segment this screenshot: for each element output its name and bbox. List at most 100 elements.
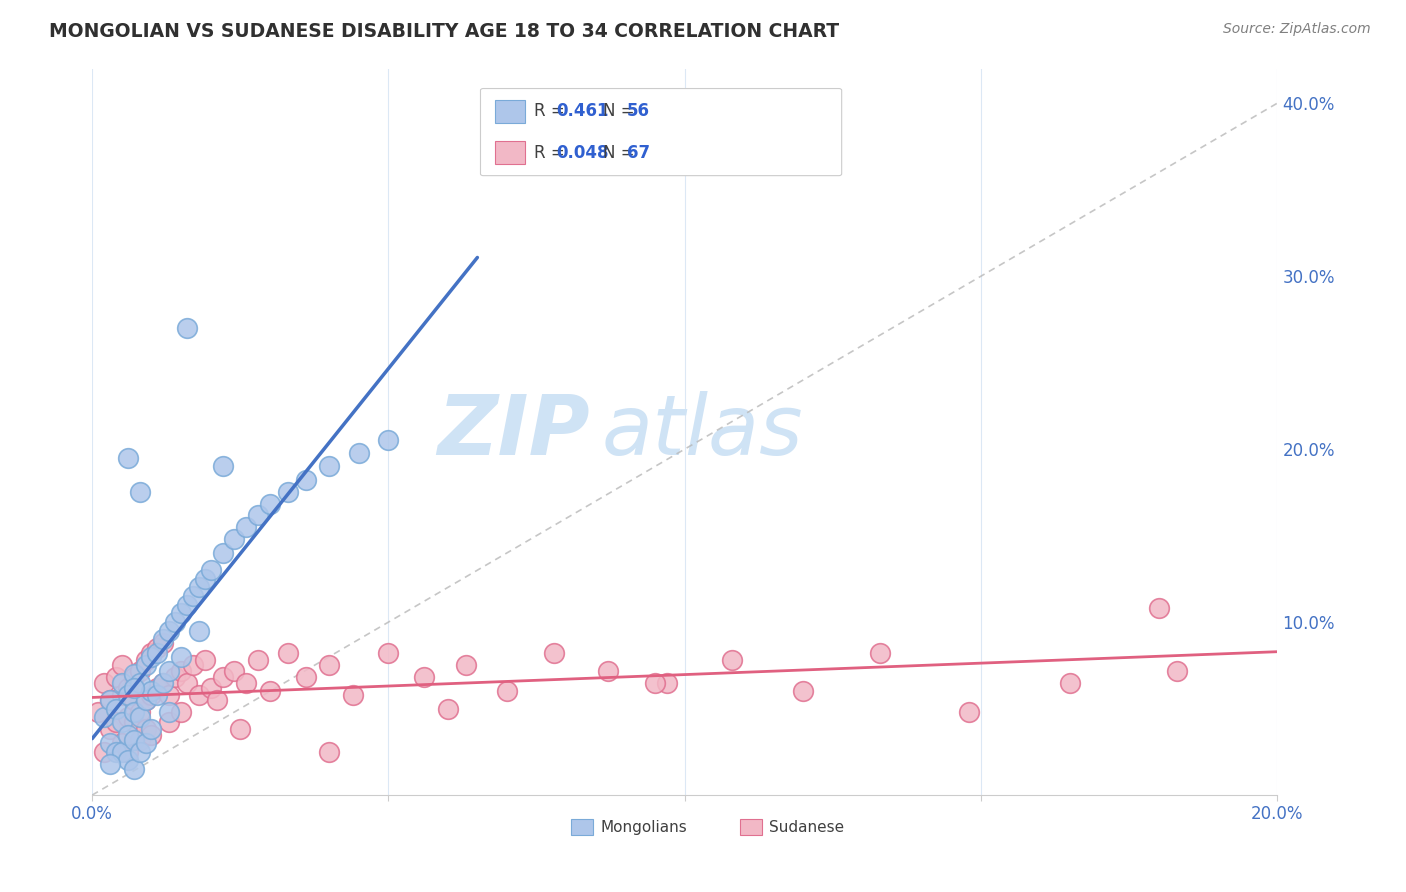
Point [176,675,198,690]
Point [235,675,257,690]
Point [454,658,477,673]
Text: 67: 67 [627,144,650,162]
Text: ZIP: ZIP [437,392,591,472]
Point [187,624,209,638]
Point [117,688,139,702]
Point [211,670,233,684]
Point [141,649,163,664]
Point [146,646,169,660]
Point [957,705,980,719]
Text: 0.461: 0.461 [557,103,609,120]
Text: MONGOLIAN VS SUDANESE DISABILITY AGE 18 TO 34 CORRELATION CHART: MONGOLIAN VS SUDANESE DISABILITY AGE 18 … [49,22,839,41]
Point [181,658,204,673]
Text: R =: R = [534,103,569,120]
Point [247,508,270,522]
Point [152,636,174,650]
Point [318,459,340,474]
Point [170,607,193,621]
Point [104,701,127,715]
Point [117,681,139,695]
Point [134,693,156,707]
Text: N =: N = [603,144,640,162]
Point [93,745,115,759]
Point [141,646,163,660]
Point [122,732,145,747]
Point [277,646,299,660]
Point [134,723,156,737]
Point [128,675,150,690]
Point [200,681,222,695]
Point [111,736,134,750]
Point [229,723,252,737]
Point [98,693,121,707]
Point [128,485,150,500]
Point [644,675,666,690]
Point [377,434,399,448]
Point [117,745,139,759]
Point [165,615,187,629]
Point [318,658,340,673]
Point [122,670,145,684]
Point [122,681,145,695]
Point [111,745,134,759]
Point [146,688,169,702]
Point [141,684,163,698]
Point [543,646,565,660]
Point [194,572,217,586]
Point [134,653,156,667]
Point [146,640,169,655]
Point [117,727,139,741]
Point [141,688,163,702]
Point [165,670,187,684]
Point [187,581,209,595]
Point [157,705,180,719]
Point [170,705,193,719]
Point [117,450,139,465]
Point [294,473,316,487]
Point [111,688,134,702]
Point [247,653,270,667]
Text: 56: 56 [627,103,650,120]
Point [122,667,145,681]
Point [122,693,145,707]
Point [87,705,110,719]
Point [176,598,198,612]
Point [1166,664,1188,678]
Point [157,688,180,702]
Text: atlas: atlas [602,392,803,472]
Point [128,664,150,678]
Point [117,754,139,768]
Point [146,681,169,695]
Point [141,723,163,737]
Point [134,736,156,750]
Point [111,715,134,730]
Point [122,715,145,730]
Point [318,745,340,759]
Point [128,705,150,719]
Point [235,520,257,534]
Text: Source: ZipAtlas.com: Source: ZipAtlas.com [1223,22,1371,37]
Point [596,664,619,678]
Point [792,684,814,698]
Point [98,723,121,737]
Text: Sudanese: Sudanese [769,820,844,835]
Point [277,485,299,500]
Point [93,710,115,724]
Point [211,546,233,560]
Point [111,675,134,690]
Point [181,589,204,603]
Point [194,653,217,667]
Point [496,684,519,698]
Point [347,445,370,459]
Point [152,632,174,647]
Text: 0.048: 0.048 [557,144,609,162]
Text: N =: N = [603,103,640,120]
Point [176,321,198,335]
Point [104,745,127,759]
Point [259,498,281,512]
Point [157,664,180,678]
Point [152,675,174,690]
Point [134,693,156,707]
Point [111,658,134,673]
Point [122,705,145,719]
